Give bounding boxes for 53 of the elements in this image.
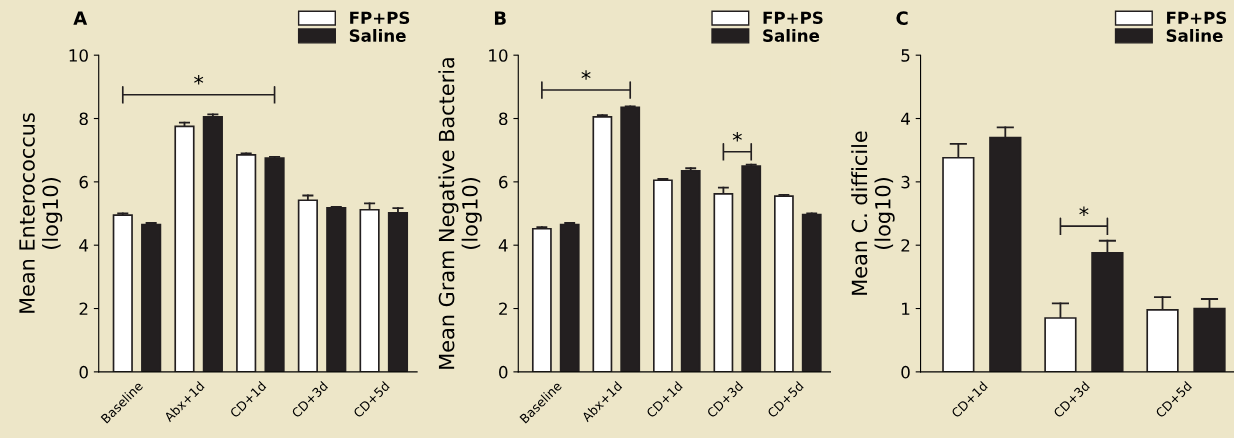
bar: [801, 213, 822, 372]
chart-title: A: [73, 11, 88, 25]
y-tick-label: 8: [499, 112, 508, 126]
bar: [202, 116, 223, 372]
bar: [773, 195, 794, 372]
y-tick-label: 0: [499, 365, 508, 379]
y-tick-label: 4: [901, 112, 910, 125]
legend-label: FP+PS: [350, 11, 410, 25]
y-tick-label: 4: [498, 239, 508, 252]
legend-label: FP+PS: [763, 11, 823, 25]
y-tick-label: 6: [499, 175, 508, 189]
y-tick-label: 2: [901, 239, 910, 252]
y-tick-label: 10: [69, 49, 88, 62]
annotation: *: [732, 131, 742, 142]
y-tick-label: 2: [79, 302, 88, 315]
chart-title: B: [494, 11, 506, 25]
bar: [112, 214, 133, 372]
y-tick-label: 6: [79, 175, 88, 189]
annotation: *: [1079, 206, 1089, 216]
y-tick-label: 3: [901, 175, 910, 189]
y-tick-label: 2: [499, 302, 507, 315]
bar: [652, 179, 673, 372]
legend-label: Saline: [1166, 28, 1223, 42]
y-tick-label: 0: [79, 365, 88, 379]
chart-title: C: [896, 11, 908, 25]
y-tick-label: 1: [902, 302, 910, 315]
legend-label: Saline: [763, 28, 820, 42]
y-axis-title: Mean C. difficile (log10): [851, 131, 895, 295]
bar: [174, 125, 195, 372]
annotation: *: [581, 70, 591, 80]
bar: [559, 223, 580, 372]
bar: [297, 199, 318, 372]
bar: [141, 223, 162, 372]
bar: [236, 154, 257, 372]
y-tick-label: 0: [901, 365, 910, 379]
y-tick-label: 10: [489, 49, 508, 62]
bar: [620, 106, 641, 372]
bar: [592, 116, 613, 372]
y-tick-label: 8: [79, 112, 88, 126]
bar: [680, 169, 701, 372]
y-tick-label: 5: [901, 49, 910, 62]
bar: [741, 165, 762, 372]
annotation: *: [194, 74, 204, 85]
bar: [531, 227, 552, 372]
bar: [264, 157, 285, 372]
y-tick-label: 4: [79, 239, 89, 252]
bar: [387, 212, 409, 372]
y-axis-title: Mean Gram Negative Bacteria (log10): [438, 58, 482, 369]
legend-label: Saline: [349, 28, 406, 42]
bar: [326, 206, 347, 372]
legend-label: FP+PS: [1167, 11, 1227, 25]
y-axis-title: Mean Enterococcus (log10): [19, 113, 63, 313]
bar: [359, 208, 380, 372]
